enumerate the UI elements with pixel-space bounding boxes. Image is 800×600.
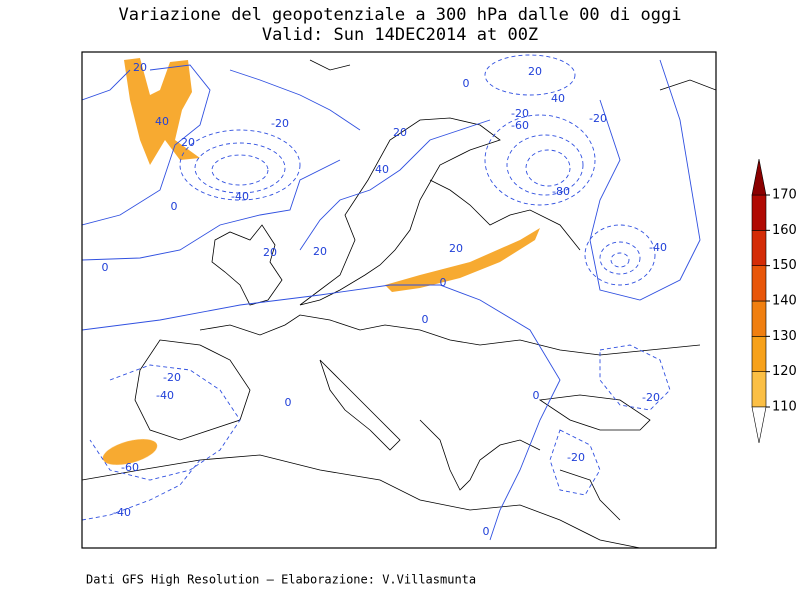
colorbar-tick-label: 140	[772, 294, 797, 309]
colorbar-band	[751, 194, 767, 231]
colorbar-band	[751, 230, 767, 266]
contour-label: 0	[440, 276, 447, 289]
contour-label: 40	[551, 92, 565, 105]
colorbar-tick-label: 170	[772, 188, 797, 203]
colorbar-tick-label: 110	[772, 400, 797, 415]
contour-label: 20	[528, 65, 542, 78]
contour-label: 0	[285, 396, 292, 409]
contour-label: 20	[181, 136, 195, 149]
contour-label: -60	[511, 119, 529, 132]
contour-label: 40	[155, 115, 169, 128]
map-area	[82, 54, 716, 548]
colorbar-band	[751, 300, 767, 337]
colorbar-tick-label: 120	[772, 364, 797, 379]
contour-label: 20	[393, 126, 407, 139]
contour-label: -20	[511, 107, 529, 120]
map-frame	[81, 51, 717, 549]
contour-label: 0	[102, 261, 109, 274]
contour-labels: 204020-20-400020202040200020400-20-60-80…	[102, 61, 667, 538]
contour-label: 20	[449, 242, 463, 255]
contour-label: -40	[113, 506, 131, 519]
colorbar-band	[751, 265, 767, 302]
contour-label: -40	[231, 190, 249, 203]
title-line: Valid: Sun 14DEC2014 at 00Z	[262, 25, 538, 45]
colorbar-extend	[751, 406, 767, 444]
colorbar: 110 120 130 140 150 160 170	[751, 158, 797, 444]
contour-label: -40	[649, 241, 667, 254]
contour-label: -20	[642, 391, 660, 404]
colorbar-tick-label: 150	[772, 258, 797, 273]
contour-label: -20	[163, 371, 181, 384]
contour-label: 20	[263, 246, 277, 259]
contour-label: 0	[171, 200, 178, 213]
contour-label: 0	[483, 525, 490, 538]
contour-label: 0	[533, 389, 540, 402]
contour-label: 40	[375, 163, 389, 176]
contour-label: -80	[552, 185, 570, 198]
title-line: Variazione del geopotenziale a 300 hPa d…	[119, 5, 682, 25]
coastline	[82, 59, 716, 548]
contour-label: 20	[313, 245, 327, 258]
colorbar-tick-label: 130	[772, 329, 797, 344]
contour-label: 0	[463, 77, 470, 90]
contour-label: -40	[156, 389, 174, 402]
contour-label: -20	[271, 117, 289, 130]
contour-label: 20	[133, 61, 147, 74]
colorbar-band	[751, 336, 767, 372]
footer: Dati GFS High Resolution – Elaborazione:…	[86, 573, 476, 587]
isolines	[82, 54, 701, 541]
colorbar-tick-label: 160	[772, 223, 797, 238]
colorbar-band	[751, 371, 767, 408]
contour-label: -60	[121, 461, 139, 474]
contour-label: -20	[567, 451, 585, 464]
colorbar-extend	[751, 158, 767, 196]
shaded-area	[102, 58, 540, 465]
contour-label: -20	[589, 112, 607, 125]
contour-label: 0	[422, 313, 429, 326]
